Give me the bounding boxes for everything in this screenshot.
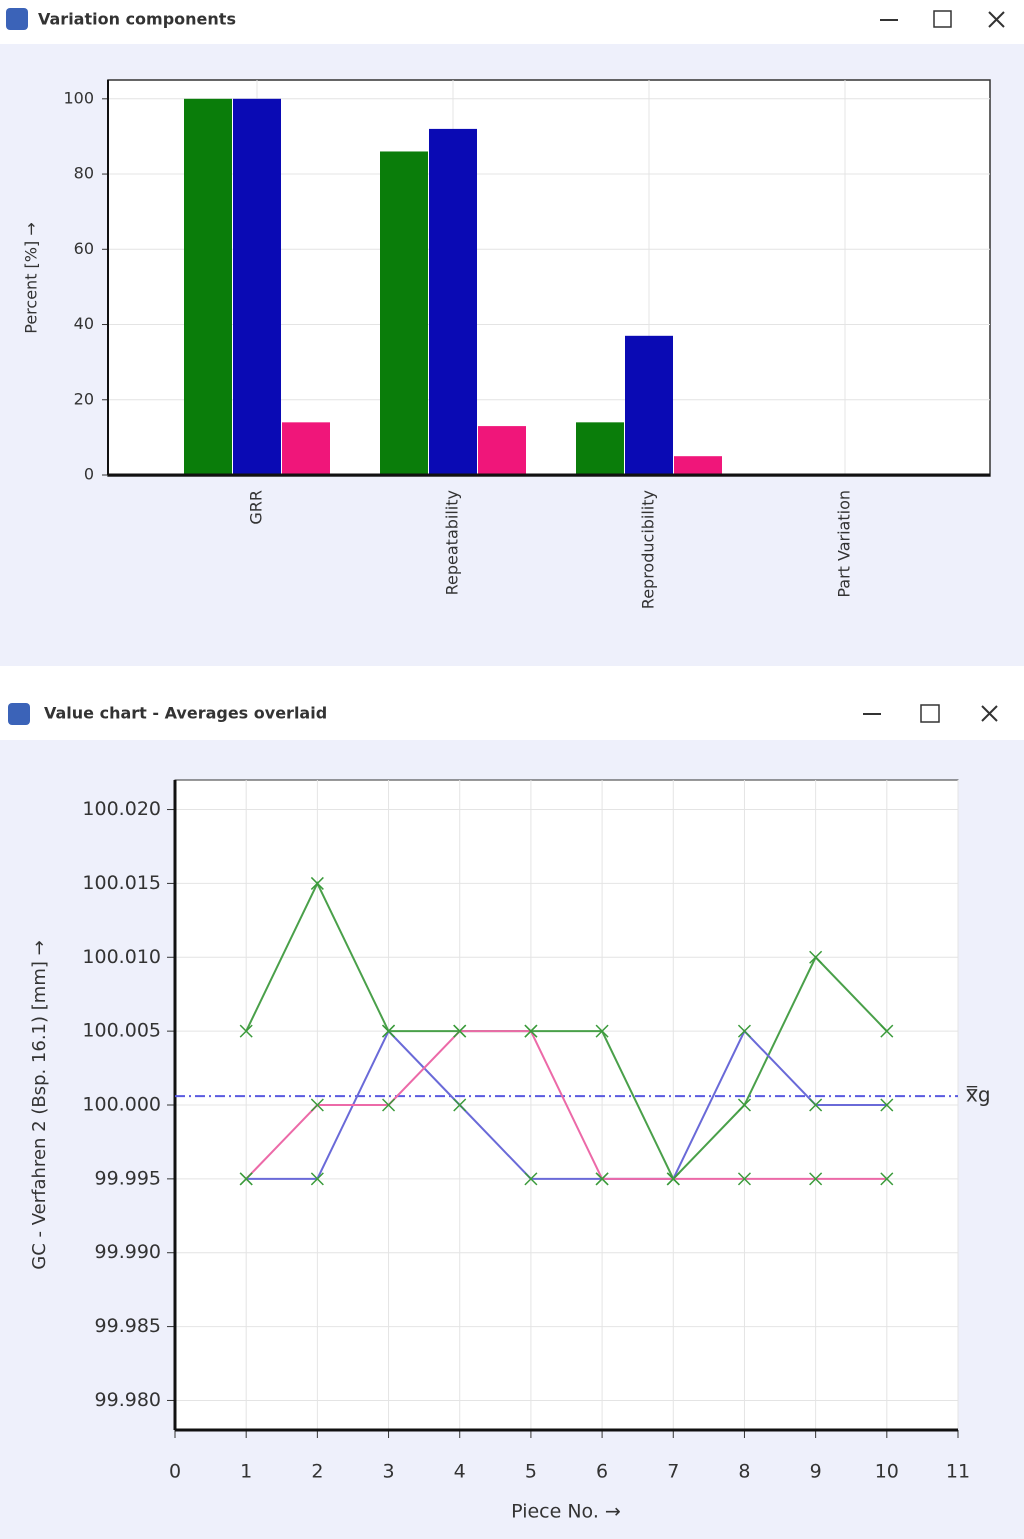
x-tick-label: Repeatability: [443, 490, 462, 595]
bar: [282, 422, 330, 475]
x-tick-label: 9: [810, 1461, 822, 1483]
marker: [737, 1172, 751, 1186]
x-tick-label: Part Variation: [835, 490, 854, 598]
x-tick-label: 2: [311, 1461, 323, 1483]
y-axis-label: Percent [%] →: [22, 222, 41, 333]
y-tick-label: 99.995: [95, 1167, 161, 1189]
marker: [737, 1098, 751, 1112]
marker: [666, 1172, 680, 1186]
marker: [310, 1172, 324, 1186]
y-tick-label: 40: [74, 314, 94, 333]
bar: [429, 128, 477, 475]
series-line: [245, 1030, 887, 1180]
marker: [453, 1098, 467, 1112]
x-tick-label: Reproducibility: [639, 490, 658, 609]
marker: [809, 1172, 823, 1186]
marker: [809, 1098, 823, 1112]
marker: [524, 1024, 538, 1038]
marker: [453, 1024, 467, 1038]
y-tick-label: 100.015: [82, 872, 161, 894]
y-tick-label: 100.010: [82, 946, 161, 968]
x-tick-label: 3: [382, 1461, 394, 1483]
x-tick-label: 4: [454, 1461, 466, 1483]
marker: [382, 1098, 396, 1112]
x-tick-label: 6: [596, 1461, 608, 1483]
y-tick-label: 100.000: [82, 1094, 161, 1116]
window-title: Value chart - Averages overlaid: [44, 704, 327, 723]
marker: [880, 1172, 894, 1186]
marker: [809, 950, 823, 964]
bar: [380, 151, 428, 475]
y-tick-label: 20: [74, 389, 94, 408]
series-line: [245, 881, 888, 1181]
marker: [880, 1098, 894, 1112]
x-tick-label: 10: [875, 1461, 899, 1483]
y-tick-label: 99.990: [95, 1241, 161, 1263]
marker: [382, 1024, 396, 1038]
y-tick-label: 99.985: [95, 1315, 161, 1337]
marker: [595, 1024, 609, 1038]
app-icon: [8, 703, 30, 725]
y-tick-label: 60: [74, 239, 94, 258]
x-tick-label: 1: [240, 1461, 252, 1483]
y-axis-label: GC - Verfahren 2 (Bsp. 16.1) [mm] →: [29, 940, 50, 1269]
marker: [524, 1172, 538, 1186]
marker: [737, 1024, 751, 1038]
marker: [310, 876, 324, 890]
x-tick-label: 11: [946, 1461, 970, 1483]
marker: [239, 1172, 253, 1186]
marker: [595, 1172, 609, 1186]
close-button[interactable]: [981, 705, 998, 722]
y-tick-label: 100.020: [82, 798, 161, 820]
marker: [880, 1024, 894, 1038]
x-axis-label: Piece No. →: [511, 1501, 621, 1523]
maximize-button[interactable]: [920, 704, 940, 723]
x-tick-label: 0: [169, 1461, 181, 1483]
window-title: Variation components: [38, 10, 236, 29]
bar: [625, 335, 673, 475]
y-tick-label: 0: [84, 465, 94, 484]
bar: [184, 98, 232, 476]
y-tick-label: 100.005: [82, 1020, 161, 1042]
y-tick-label: 100: [63, 88, 94, 107]
x-tick-label: 8: [738, 1461, 750, 1483]
bar: [478, 426, 526, 475]
bar: [674, 456, 722, 475]
x-tick-label: 7: [667, 1461, 679, 1483]
y-tick-label: 80: [74, 164, 94, 183]
marker: [239, 1024, 253, 1038]
reference-label: x̿g: [966, 1083, 991, 1107]
app-icon: [6, 8, 28, 30]
x-tick-label: 5: [525, 1461, 537, 1483]
y-tick-label: 99.980: [95, 1389, 161, 1411]
x-tick-label: GRR: [247, 490, 266, 525]
bar: [233, 98, 281, 476]
close-button[interactable]: [988, 11, 1005, 28]
bar: [576, 422, 624, 475]
maximize-button[interactable]: [933, 10, 952, 28]
marker: [310, 1098, 324, 1112]
